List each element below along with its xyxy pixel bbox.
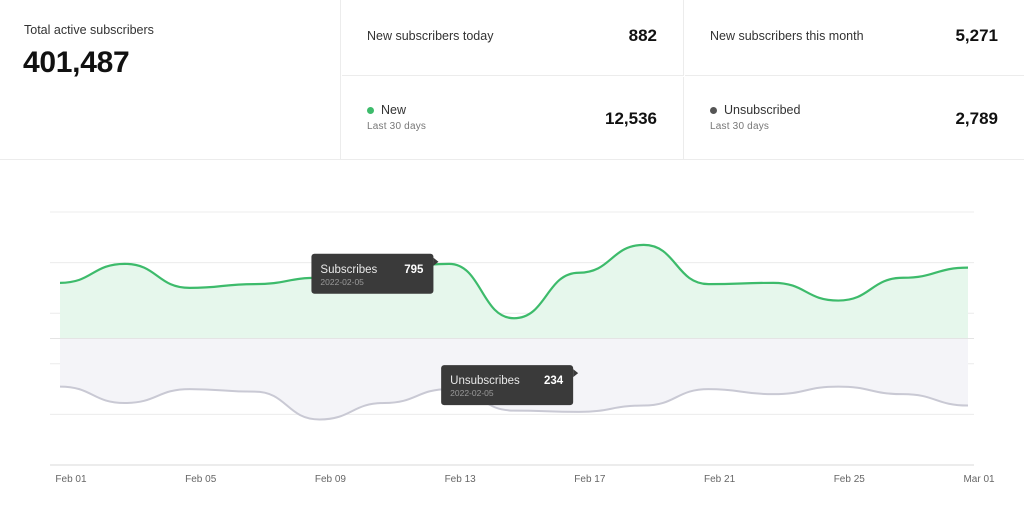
x-tick-label: Feb 25 [834, 474, 866, 485]
x-tick-label: Mar 01 [963, 474, 995, 485]
new-30d-value: 12,536 [605, 109, 657, 128]
x-tick-label: Feb 01 [55, 474, 87, 485]
x-tick-label: Feb 05 [185, 474, 217, 485]
new-month-value: 5,271 [955, 26, 998, 45]
unsub-legend: Unsubscribed [710, 103, 800, 117]
subscribes-line [59, 243, 969, 320]
unsub-30d-value: 2,789 [955, 109, 998, 128]
unsubscribes-line [59, 385, 969, 421]
unsub-30d-card: Unsubscribed Last 30 days 2,789 [685, 77, 1024, 159]
x-tick-label: Feb 09 [315, 474, 347, 485]
chart-lines [59, 243, 969, 421]
tooltip-title: Subscribes [320, 264, 377, 276]
subscribes-area [60, 244, 968, 339]
tooltip-pointer [433, 257, 439, 266]
tooltip-unsubscribes: Unsubscribes 234 2022-02-05 [441, 365, 579, 406]
new-today-card: New subscribers today 882 [342, 0, 684, 76]
new-legend: New [367, 103, 406, 117]
new-sublabel: Last 30 days [367, 121, 427, 132]
unsub-sublabel: Last 30 days [710, 121, 770, 132]
x-axis-ticks: Feb 01 Feb 05 Feb 09 Feb 13 Feb 17 Feb 21 Feb … [55, 474, 995, 485]
tooltip-title: Unsubscribes [450, 375, 520, 387]
tooltip-pointer [573, 369, 579, 378]
new-dot-icon [367, 106, 374, 114]
tooltip-box [441, 365, 574, 406]
new-month-card: New subscribers this month 5,271 [685, 0, 1024, 76]
x-tick-label: Feb 17 [574, 474, 606, 485]
total-subscribers-label: Total active subscribers [24, 23, 154, 37]
total-subscribers-value: 401,487 [23, 46, 130, 79]
tooltip-value: 234 [544, 375, 564, 387]
tooltip-date: 2022-02-05 [320, 277, 364, 287]
tooltip-value: 795 [404, 264, 424, 276]
tooltip-subscribes: Subscribes 795 2022-02-05 [311, 253, 439, 294]
new-month-label: New subscribers this month [710, 29, 864, 43]
tooltip-date: 2022-02-05 [450, 388, 494, 398]
new-label: New [381, 103, 407, 117]
new-30d-card: New Last 30 days 12,536 [342, 77, 684, 159]
stats-panel: Total active subscribers 401,487 New sub… [0, 0, 1024, 160]
new-today-label: New subscribers today [367, 29, 494, 43]
unsub-dot-icon [710, 106, 717, 114]
unsub-label: Unsubscribed [724, 103, 801, 117]
x-tick-label: Feb 13 [445, 474, 477, 485]
x-tick-label: Feb 21 [704, 474, 736, 485]
subscribers-chart: Feb 01 Feb 05 Feb 09 Feb 13 Feb 17 Feb 21 Feb … [50, 211, 995, 485]
total-subscribers-card: Total active subscribers 401,487 [0, 0, 341, 159]
new-today-value: 882 [628, 26, 657, 45]
tooltip-box [311, 253, 434, 294]
